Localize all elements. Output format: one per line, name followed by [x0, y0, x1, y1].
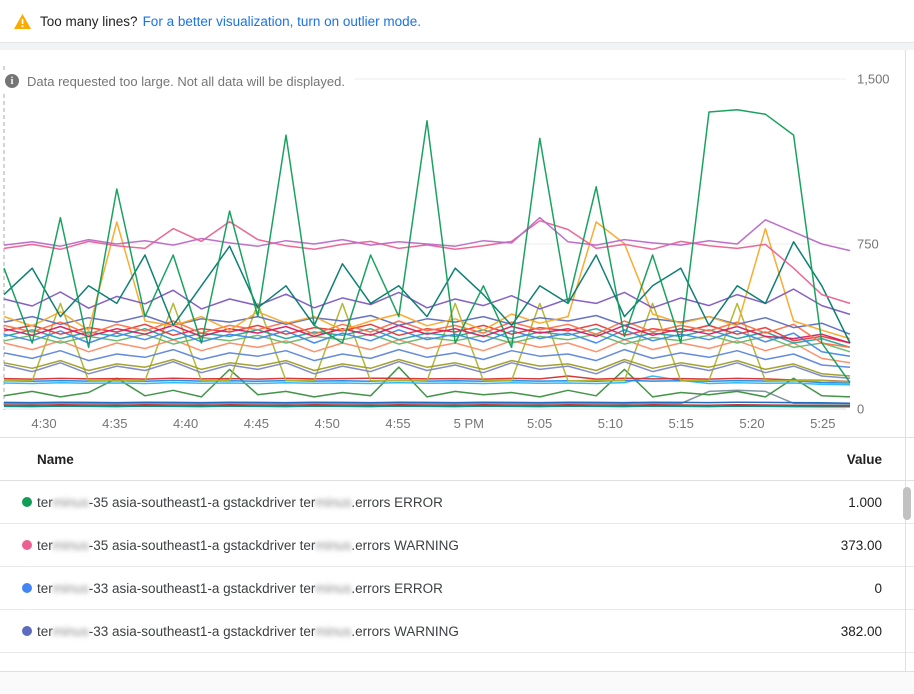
name-text: -35 asia-southeast1-a gstackdriver ter	[88, 494, 316, 510]
x-tick-label: 4:55	[385, 416, 410, 431]
series-name: terminus-35 asia-southeast1-a gstackdriv…	[37, 495, 443, 510]
series-name-cell: terminus-35 asia-southeast1-a gstackdriv…	[22, 495, 443, 510]
y-tick-label: 0	[857, 402, 864, 417]
redacted-text: minus	[52, 537, 89, 553]
info-icon: i	[5, 74, 19, 88]
name-text: ter	[37, 623, 53, 639]
legend-row[interactable]: terminus-35 asia-southeast1-a gstackdriv…	[0, 524, 914, 567]
series-name: terminus-33 asia-southeast1-a gstackdriv…	[37, 581, 443, 596]
name-text: -33 asia-southeast1-a gstackdriver ter	[88, 580, 316, 596]
redacted-text: minus	[52, 623, 89, 639]
x-tick-label: 4:35	[102, 416, 127, 431]
series-value: 382.00	[840, 623, 882, 639]
series-name-cell: terminus-33 asia-southeast1-a gstackdriv…	[22, 624, 459, 639]
line-chart[interactable]: 4:30 4:35 4:40 4:45 4:50 4:55 5 PM 5:05 5:10 5:15…	[0, 50, 914, 437]
chart-line-terminus-35-errors-WARNING	[3, 219, 851, 305]
section-divider	[0, 42, 914, 50]
legend-header-row: Name Value	[0, 438, 914, 481]
redacted-text: minus	[315, 580, 352, 596]
chart-line-unlabeled-olive-wavy	[3, 358, 851, 377]
redacted-text: minus	[315, 623, 352, 639]
y-tick-label: 750	[857, 237, 879, 252]
series-color-dot	[22, 626, 32, 636]
redacted-text: minus	[315, 537, 352, 553]
warning-banner: Too many lines? For a better visualizati…	[0, 0, 914, 42]
chart-line-unlabeled-blue-meander	[3, 348, 851, 368]
series-name: terminus-33 asia-southeast1-a gstackdriv…	[37, 624, 459, 639]
chart-line-unlabeled-salmon	[3, 338, 851, 364]
x-tick-label: 5:05	[527, 416, 552, 431]
chart-line-unlabeled-orange-mid	[3, 320, 851, 349]
x-tick-label: 5:15	[669, 416, 694, 431]
name-text: .errors ERROR	[351, 494, 443, 510]
name-text: -33 asia-southeast1-a gstackdriver ter	[88, 623, 316, 639]
name-text: -35 asia-southeast1-a gstackdriver ter	[88, 537, 316, 553]
chart-section: 4:30 4:35 4:40 4:45 4:50 4:55 5 PM 5:05 5:10 5:15…	[0, 50, 914, 437]
chart-line-unlabeled-bottom-red	[3, 404, 851, 407]
chart-line-unlabeled-magenta-mid	[3, 324, 851, 344]
x-tick-label: 5 PM	[454, 416, 484, 431]
panel-right-border	[905, 50, 906, 672]
series-color-dot	[22, 540, 32, 550]
x-tick-label: 4:30	[31, 416, 56, 431]
chart-line-unlabeled-purple-mid	[3, 288, 851, 316]
legend-row[interactable]: terminus-33 asia-southeast1-a gstackdriv…	[0, 567, 914, 610]
series-color-dot	[22, 497, 32, 507]
redacted-text: minus	[52, 494, 89, 510]
legend-partial-row	[0, 653, 914, 671]
chart-line-unlabeled-darkteal-spiky	[3, 241, 851, 344]
chart-line-terminus-33-errors-ERROR	[3, 329, 851, 357]
chart-line-terminus-35-errors-ERROR	[3, 109, 851, 384]
chart-line-unlabeled-olive-spiker	[3, 302, 851, 383]
name-text: ter	[37, 494, 53, 510]
name-text: .errors ERROR	[351, 580, 443, 596]
y-tick-label: 1,500	[857, 72, 890, 87]
widget-content: Too many lines? For a better visualizati…	[0, 0, 914, 672]
name-text: .errors WARNING	[351, 537, 459, 553]
x-tick-label: 4:45	[244, 416, 269, 431]
redacted-text: minus	[52, 580, 89, 596]
chart-line-unlabeled-cyan-flat	[3, 375, 851, 386]
x-tick-label: 4:40	[173, 416, 198, 431]
name-text: .errors WARNING	[351, 623, 459, 639]
x-tick-label: 5:25	[810, 416, 835, 431]
series-value: 373.00	[840, 537, 882, 553]
legend-table: Name Value terminus-35 asia-southeast1-a…	[0, 437, 914, 672]
name-text: ter	[37, 537, 53, 553]
series-color-dot	[22, 583, 32, 593]
chart-line-unlabeled-bottom-gray	[3, 389, 851, 405]
x-tick-label: 4:50	[315, 416, 340, 431]
notice-text: Data requested too large. Not all data w…	[27, 73, 345, 89]
chart-line-unlabeled-orchid-high	[3, 216, 851, 252]
chart-line-unlabeled-amber	[3, 221, 851, 340]
series-name-cell: terminus-35 asia-southeast1-a gstackdriv…	[22, 538, 459, 553]
scrollbar-thumb[interactable]	[903, 487, 911, 520]
series-value: 0	[874, 580, 882, 596]
legend-row[interactable]: terminus-33 asia-southeast1-a gstackdriv…	[0, 610, 914, 653]
chart-line-unlabeled-bottom-blue	[3, 401, 851, 405]
legend-row[interactable]: terminus-35 asia-southeast1-a gstackdriv…	[0, 481, 914, 524]
chart-line-unlabeled-bottom-teal	[3, 405, 850, 408]
series-name: terminus-35 asia-southeast1-a gstackdriv…	[37, 538, 459, 553]
warning-icon	[14, 13, 31, 29]
series-name-cell: terminus-33 asia-southeast1-a gstackdriv…	[22, 581, 443, 596]
redacted-text: minus	[315, 494, 352, 510]
legend-rows: terminus-35 asia-southeast1-a gstackdriv…	[0, 481, 914, 653]
name-text: ter	[37, 580, 53, 596]
x-tick-label: 5:10	[598, 416, 623, 431]
x-tick-label: 5:20	[739, 416, 764, 431]
column-header-value[interactable]: Value	[846, 451, 882, 467]
column-header-name[interactable]: Name	[37, 451, 74, 467]
outlier-mode-link[interactable]: For a better visualization, turn on outl…	[142, 13, 421, 29]
series-value: 1.000	[848, 494, 882, 510]
chart-line-unlabeled-teal-mid	[3, 327, 851, 349]
data-truncated-notice: i Data requested too large. Not all data…	[0, 71, 355, 91]
chart-line-unlabeled-indigo-low	[3, 360, 851, 379]
banner-text: Too many lines?	[40, 13, 138, 29]
chart-line-unlabeled-green-low	[3, 366, 851, 398]
